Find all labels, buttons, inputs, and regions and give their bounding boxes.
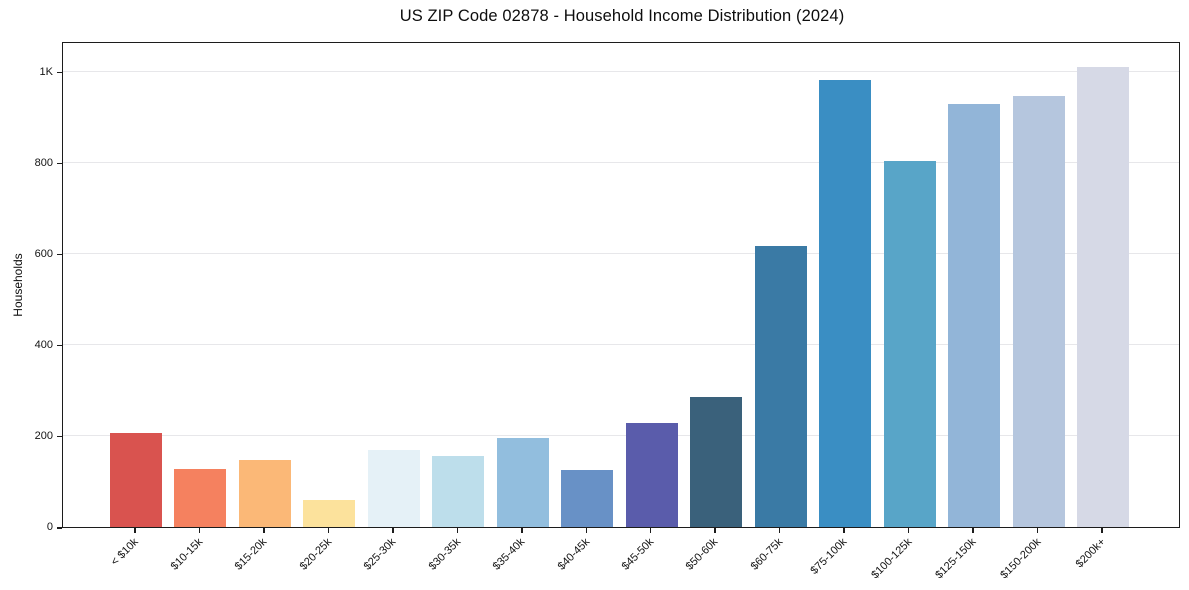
x-tick-label: $45-50k: [619, 536, 657, 573]
y-tick-mark: [57, 435, 62, 438]
x-tick-mark: [714, 528, 716, 533]
x-tick-label: < $10k: [108, 536, 141, 569]
x-tick-label: $60-75k: [748, 536, 786, 573]
x-tick-mark: [1101, 528, 1103, 533]
x-tick-label: $35-40k: [490, 536, 528, 573]
bar-10-15k: [174, 468, 227, 527]
x-tick-mark: [585, 528, 588, 533]
bar-10k: [110, 432, 162, 527]
x-tick-label: $75-100k: [808, 536, 850, 577]
bar-40-45k: [561, 470, 614, 527]
x-tick-label: $25-30k: [361, 536, 399, 573]
chart-title: US ZIP Code 02878 - Household Income Dis…: [399, 7, 845, 25]
x-tick-mark: [843, 528, 845, 533]
bar-45-50k: [625, 423, 678, 527]
y-tick-label: 0: [46, 521, 53, 533]
bar-30-35k: [432, 456, 485, 527]
bar-15-20k: [238, 459, 291, 527]
x-tick-mark: [972, 528, 974, 533]
x-tick-label: $40-45k: [555, 536, 592, 573]
x-tick-mark: [392, 528, 394, 533]
bar-150-200k: [1012, 96, 1065, 527]
plot-area: [62, 42, 1180, 528]
gridline-y-800: [63, 161, 1179, 163]
y-tick-label: 1K: [39, 65, 53, 78]
bar-75-100k: [819, 80, 872, 527]
bar-60-75k: [754, 246, 807, 527]
y-tick-label: 400: [34, 338, 53, 351]
bar-25-30k: [367, 449, 420, 527]
x-tick-mark: [134, 528, 136, 533]
gridline-y-400: [63, 343, 1179, 345]
bar-50-60k: [690, 396, 743, 527]
x-tick-label: $15-20k: [232, 536, 270, 573]
x-tick-mark: [1036, 528, 1039, 533]
x-tick-mark: [456, 528, 459, 533]
x-tick-mark: [778, 528, 781, 533]
y-tick-label: 200: [34, 429, 53, 442]
y-axis-label: Households: [11, 253, 25, 317]
y-tick-label: 800: [34, 156, 53, 169]
bar-20-25k: [303, 499, 356, 527]
gridline-y-600: [63, 252, 1179, 254]
bar-125-150k: [948, 103, 1001, 527]
x-tick-label: $150-200k: [997, 536, 1044, 582]
x-tick-mark: [649, 528, 652, 533]
x-tick-mark: [521, 528, 523, 533]
bar-100-125k: [883, 161, 936, 527]
x-tick-label: $30-35k: [426, 536, 463, 573]
x-tick-mark: [198, 528, 201, 533]
gridline-y-200: [63, 435, 1179, 436]
x-tick-mark: [907, 528, 910, 533]
y-tick-mark: [57, 527, 62, 529]
bar-200k: [1077, 66, 1129, 527]
gridline-y-1K: [63, 70, 1179, 72]
x-tick-label: $20-25k: [297, 536, 334, 573]
y-tick-mark: [57, 344, 62, 347]
x-tick-label: $50-60k: [684, 536, 721, 573]
y-tick-label: 600: [34, 247, 53, 260]
bar-35-40k: [496, 438, 549, 527]
x-tick-label: $10-15k: [168, 536, 205, 573]
y-tick-mark: [57, 162, 62, 165]
y-tick-mark: [57, 253, 62, 256]
x-tick-mark: [263, 528, 265, 533]
x-tick-label: $100-125k: [868, 536, 915, 582]
x-tick-mark: [327, 528, 330, 533]
x-tick-label: $200k+: [1073, 536, 1108, 571]
y-tick-mark: [57, 71, 62, 74]
x-tick-label: $125-150k: [933, 536, 979, 582]
